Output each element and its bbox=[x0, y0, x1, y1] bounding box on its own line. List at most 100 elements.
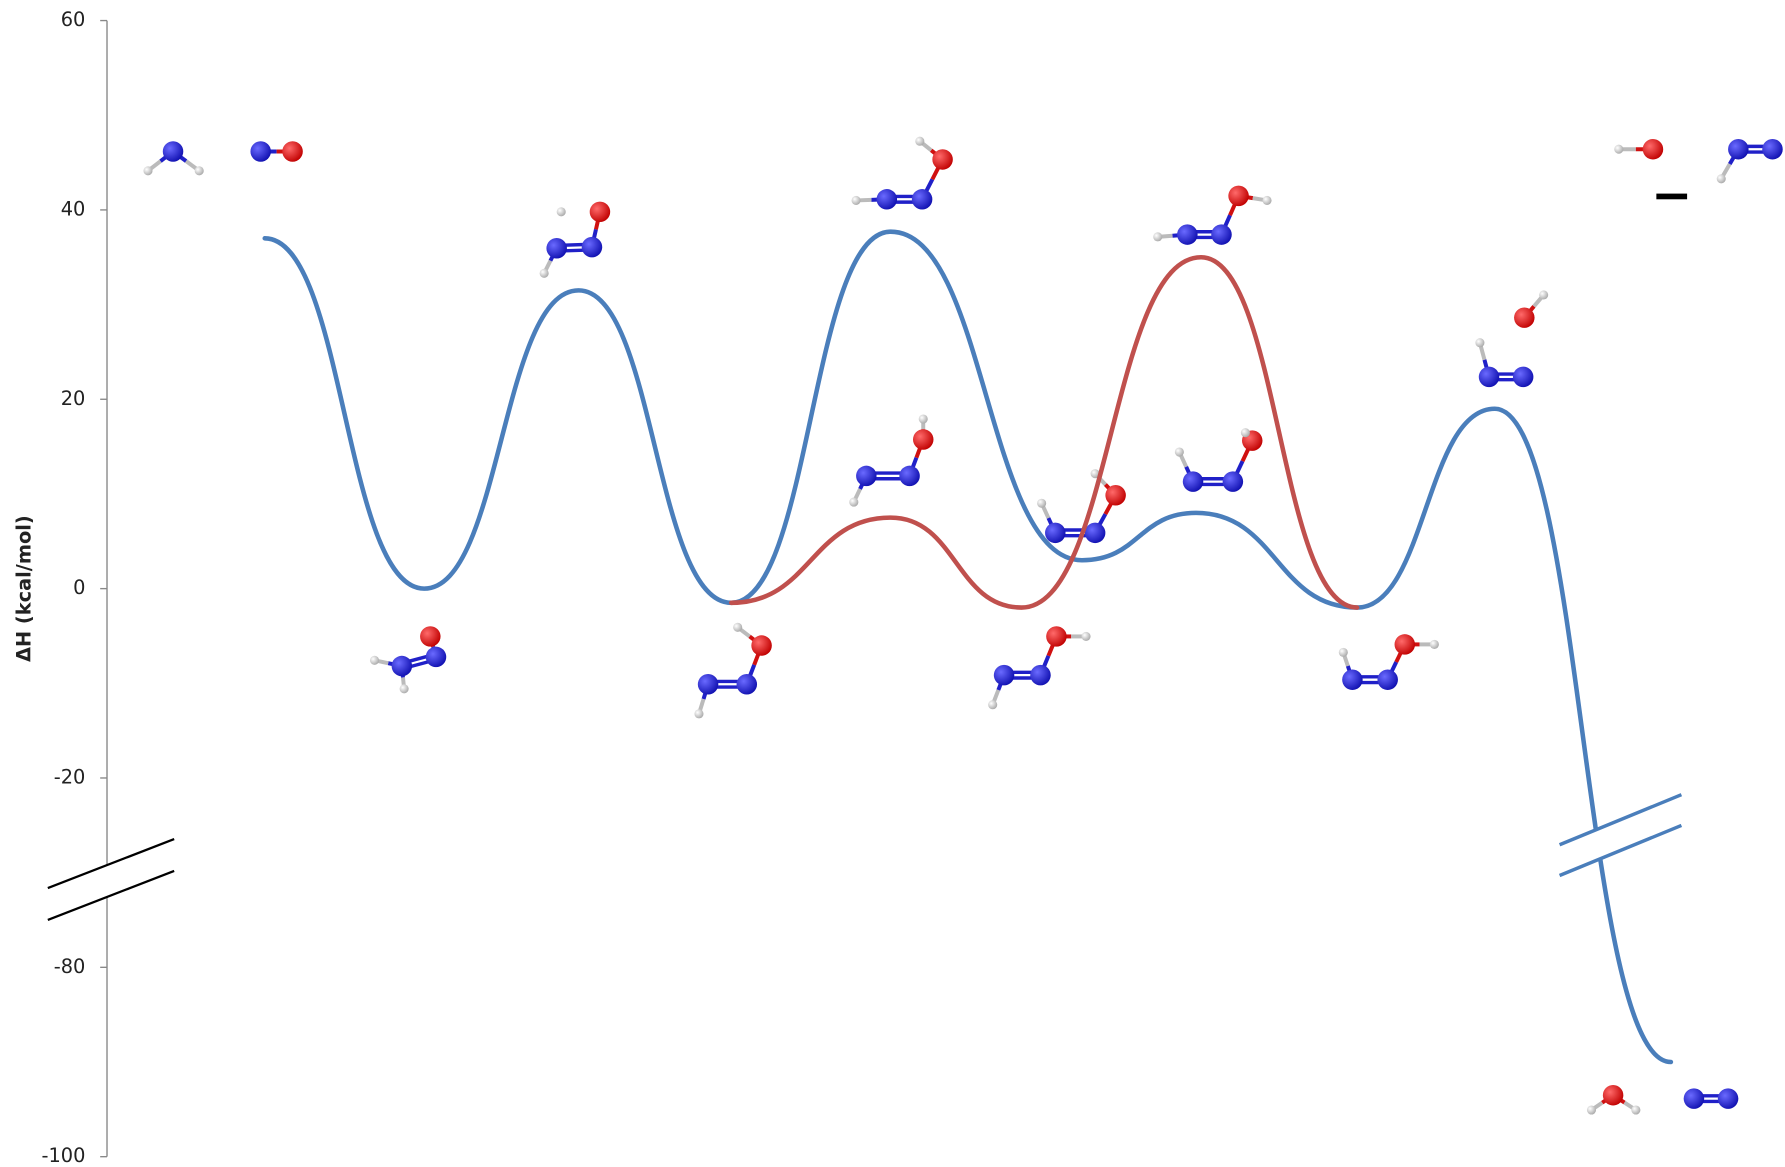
atom bbox=[694, 709, 703, 718]
atom bbox=[163, 141, 183, 161]
atom bbox=[912, 189, 932, 209]
atom bbox=[590, 202, 610, 222]
atom bbox=[1339, 648, 1348, 657]
energy-profile bbox=[731, 257, 1357, 607]
atom bbox=[1539, 290, 1548, 299]
atom bbox=[540, 269, 549, 278]
atom bbox=[392, 656, 412, 676]
y-tick-label: 60 bbox=[61, 8, 86, 31]
atom bbox=[1183, 471, 1203, 491]
atom bbox=[919, 414, 928, 423]
molecule bbox=[370, 626, 446, 693]
y-axis-label: ΔH (kcal/mol) bbox=[13, 515, 36, 662]
molecules bbox=[143, 137, 1782, 1115]
atom bbox=[195, 166, 204, 175]
y-tick-label: 40 bbox=[61, 197, 86, 220]
y-tick-label: -80 bbox=[54, 955, 86, 978]
atom bbox=[1211, 224, 1231, 244]
molecule bbox=[1339, 634, 1439, 690]
atom bbox=[582, 237, 602, 257]
molecule bbox=[849, 414, 933, 506]
atom bbox=[400, 684, 409, 693]
atom bbox=[1643, 139, 1663, 159]
energy-profile bbox=[265, 232, 1671, 1062]
molecule bbox=[1684, 1088, 1739, 1108]
atom bbox=[1717, 174, 1726, 183]
atom bbox=[1718, 1088, 1738, 1108]
molecule bbox=[1587, 1085, 1641, 1115]
molecule bbox=[852, 137, 953, 210]
atom bbox=[1631, 1105, 1640, 1114]
atom bbox=[988, 700, 997, 709]
atom bbox=[994, 665, 1014, 685]
atom bbox=[1105, 485, 1125, 505]
atom bbox=[932, 149, 952, 169]
atom bbox=[420, 626, 440, 646]
atom bbox=[877, 189, 897, 209]
atom bbox=[1475, 338, 1484, 347]
y-tick-label: -100 bbox=[41, 1144, 85, 1167]
atom bbox=[915, 137, 924, 146]
atom bbox=[1514, 307, 1534, 327]
atom bbox=[1177, 224, 1197, 244]
atom bbox=[250, 141, 270, 161]
molecule bbox=[1614, 139, 1663, 159]
y-tick-label: 0 bbox=[73, 576, 85, 599]
dash-mark bbox=[1656, 194, 1687, 200]
atom bbox=[1377, 669, 1397, 689]
atom bbox=[1479, 367, 1499, 387]
atom bbox=[1045, 523, 1065, 543]
atom bbox=[1228, 186, 1248, 206]
atom bbox=[143, 166, 152, 175]
molecule bbox=[1514, 290, 1548, 328]
atom bbox=[1587, 1105, 1596, 1114]
atom bbox=[1037, 499, 1046, 508]
page: {"chart_data": {"type": "line", "y_label… bbox=[0, 0, 1785, 1167]
atom bbox=[546, 238, 566, 258]
molecule bbox=[143, 141, 203, 175]
atom bbox=[282, 141, 302, 161]
molecule bbox=[1153, 186, 1271, 245]
atom bbox=[557, 207, 566, 216]
atom bbox=[426, 647, 446, 667]
atom bbox=[1684, 1088, 1704, 1108]
atom bbox=[1030, 665, 1050, 685]
atom bbox=[913, 429, 933, 449]
molecule bbox=[1475, 338, 1533, 387]
atom bbox=[1223, 471, 1243, 491]
atom bbox=[849, 498, 858, 507]
break-gap bbox=[1560, 795, 1682, 876]
atom bbox=[1046, 626, 1066, 646]
atom bbox=[1603, 1085, 1623, 1105]
atom bbox=[1153, 232, 1162, 241]
atom bbox=[698, 674, 718, 694]
molecule bbox=[250, 141, 302, 161]
atom bbox=[1762, 139, 1782, 159]
atom bbox=[899, 466, 919, 486]
atom bbox=[751, 635, 771, 655]
atom bbox=[1085, 523, 1105, 543]
atom bbox=[1342, 669, 1362, 689]
atom bbox=[856, 466, 876, 486]
molecule bbox=[1175, 428, 1263, 492]
atom bbox=[1395, 634, 1415, 654]
axis-break bbox=[48, 839, 174, 920]
atom bbox=[733, 623, 742, 632]
atom bbox=[1081, 632, 1090, 641]
molecule bbox=[1717, 139, 1783, 183]
y-tick-label: -20 bbox=[54, 765, 86, 788]
chart: ΔH (kcal/mol) -100 -80 -20 0 20 40 60 bbox=[0, 0, 1785, 1167]
atom bbox=[852, 196, 861, 205]
atom bbox=[737, 674, 757, 694]
atom bbox=[1728, 139, 1748, 159]
atom bbox=[1262, 196, 1271, 205]
molecule bbox=[988, 626, 1090, 709]
atom bbox=[1241, 428, 1250, 437]
atom bbox=[1614, 145, 1623, 154]
line-break bbox=[1560, 795, 1682, 876]
atom bbox=[1430, 640, 1439, 649]
molecule bbox=[694, 623, 771, 719]
y-tick-label: 20 bbox=[61, 387, 86, 410]
atom bbox=[370, 656, 379, 665]
atom bbox=[1513, 367, 1533, 387]
